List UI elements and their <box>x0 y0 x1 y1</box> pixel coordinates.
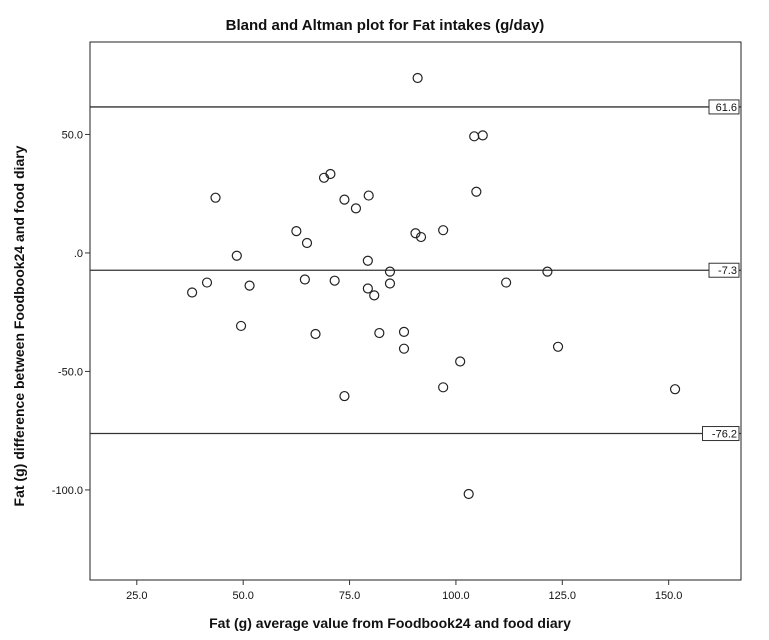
y-tick-label: 50.0 <box>62 129 83 141</box>
reference-lines: 61.6 -7.3 -76.2 <box>90 99 741 442</box>
data-point <box>412 72 423 84</box>
x-tick-label: 75.0 <box>339 590 360 602</box>
data-point <box>552 341 564 352</box>
data-point <box>477 130 488 141</box>
x-tick-label: 100.0 <box>442 590 470 602</box>
data-point <box>201 277 213 288</box>
data-point <box>438 225 449 236</box>
data-point <box>310 328 321 340</box>
y-axis-ticks: 50.0 .0 -50.0 -100.0 <box>52 129 90 497</box>
data-point <box>398 343 410 354</box>
y-tick-label: -50.0 <box>58 366 83 378</box>
plot-frame <box>89 41 742 581</box>
x-tick-label: 125.0 <box>549 590 577 602</box>
y-tick-label: .0 <box>74 248 83 260</box>
x-tick-label: 150.0 <box>655 590 683 602</box>
data-point <box>438 382 449 393</box>
y-tick-label: -100.0 <box>52 485 83 497</box>
reference-line-label: -7.3 <box>718 265 737 277</box>
data-point <box>384 278 396 289</box>
data-point <box>339 390 350 402</box>
data-point <box>455 356 466 367</box>
data-point <box>415 231 427 243</box>
data-point <box>329 275 340 286</box>
data-point <box>363 190 374 201</box>
data-point <box>210 192 221 203</box>
reference-line-label-box <box>702 426 740 442</box>
reference-line-label-box <box>708 262 740 278</box>
data-point <box>410 228 421 239</box>
data-point <box>325 168 336 180</box>
data-point <box>669 384 681 395</box>
data-point <box>398 326 410 337</box>
x-tick-label: 50.0 <box>232 590 253 602</box>
data-point <box>362 283 373 294</box>
x-axis-label: Fat (g) average value from Foodbook24 an… <box>209 615 571 631</box>
data-point <box>501 277 512 288</box>
data-point <box>231 250 242 261</box>
reference-line-label-box <box>708 99 740 115</box>
reference-line-label: 61.6 <box>716 102 737 114</box>
data-point <box>291 226 302 237</box>
data-points <box>187 72 681 500</box>
data-point <box>187 287 198 298</box>
data-point <box>350 203 362 214</box>
x-tick-label: 25.0 <box>126 590 147 602</box>
data-point <box>299 274 310 285</box>
data-point <box>244 280 255 291</box>
x-axis-ticks: 25.0 50.0 75.0 100.0 125.0 150.0 <box>126 580 682 602</box>
data-point <box>463 488 474 500</box>
reference-line-label: -76.2 <box>712 429 737 441</box>
data-point <box>369 290 380 301</box>
data-point <box>384 266 396 277</box>
data-point <box>362 255 373 266</box>
data-point <box>339 194 350 205</box>
data-point <box>542 266 553 277</box>
data-point <box>374 327 385 339</box>
data-point <box>235 320 247 332</box>
plot-area <box>89 41 742 581</box>
data-point <box>301 237 313 249</box>
y-axis-label: Fat (g) difference between Foodbook24 an… <box>11 145 27 506</box>
chart-title: Bland and Altman plot for Fat intakes (g… <box>226 17 545 34</box>
data-point <box>471 186 482 197</box>
